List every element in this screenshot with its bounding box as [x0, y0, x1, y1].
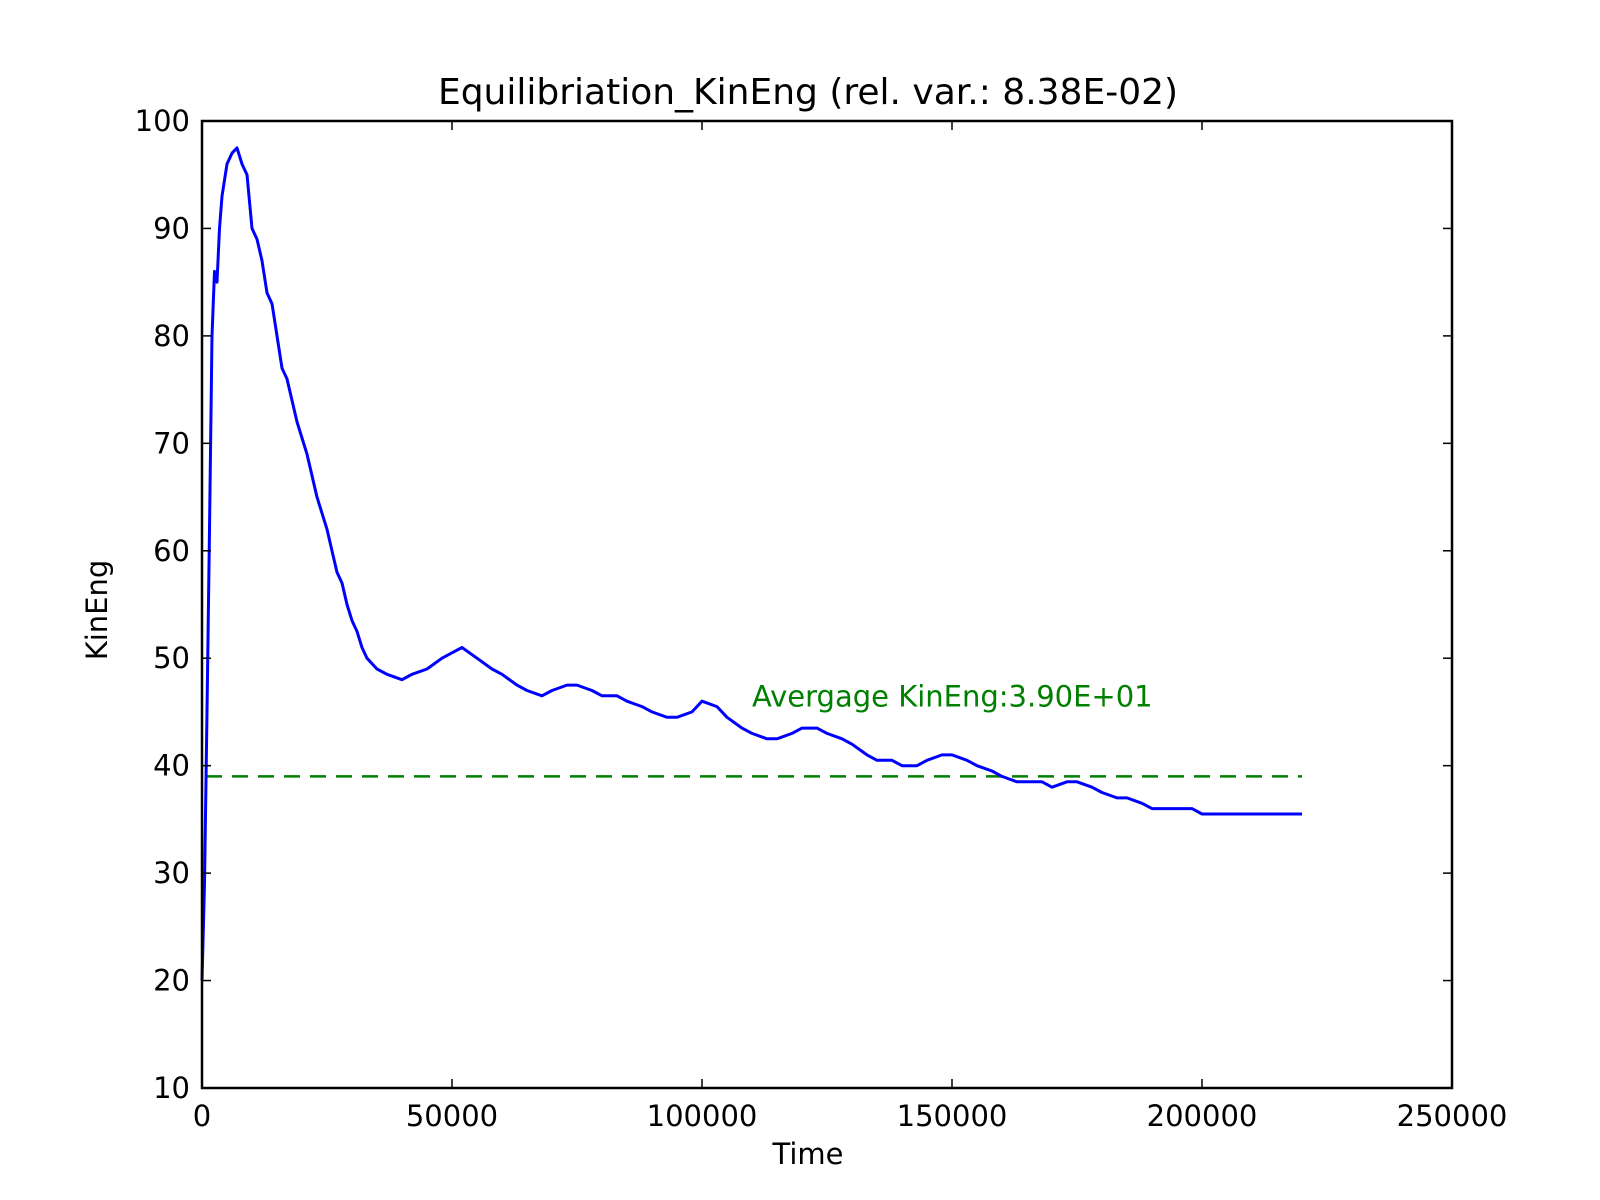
y-tick-label: 30 — [153, 856, 190, 890]
y-tick-label: 40 — [153, 749, 190, 783]
x-tick-label: 250000 — [1397, 1099, 1508, 1133]
series-layer — [200, 146, 1302, 981]
y-tick-label: 90 — [153, 211, 190, 245]
x-axis-label: Time — [772, 1137, 844, 1171]
plot-frame — [200, 119, 1454, 1090]
x-tick-label: 0 — [193, 1099, 211, 1133]
x-tick-label: 200000 — [1147, 1099, 1258, 1133]
chart-title: Equilibriation_KinEng (rel. var.: 8.38E-… — [438, 72, 1178, 113]
x-tick-label: 50000 — [406, 1099, 498, 1133]
y-tick-label: 10 — [153, 1071, 190, 1105]
y-tick-label: 20 — [153, 964, 190, 998]
axes-layer: 0 50000 100000 150000 200000 250000 10 20 30 40 50… — [135, 104, 1508, 1133]
x-tick-label: 100000 — [647, 1099, 758, 1133]
x-tick-label: 150000 — [897, 1099, 1008, 1133]
average-annotation: Avergage KinEng:3.90E+01 — [752, 680, 1153, 714]
y-tick-label: 80 — [153, 319, 190, 353]
y-tick-label: 60 — [153, 534, 190, 568]
y-tick-label: 50 — [153, 641, 190, 675]
y-tick-label: 100 — [135, 104, 190, 138]
y-tick-label: 70 — [153, 426, 190, 460]
series-line-0 — [200, 146, 1302, 981]
y-axis-label: KinEng — [80, 560, 114, 661]
